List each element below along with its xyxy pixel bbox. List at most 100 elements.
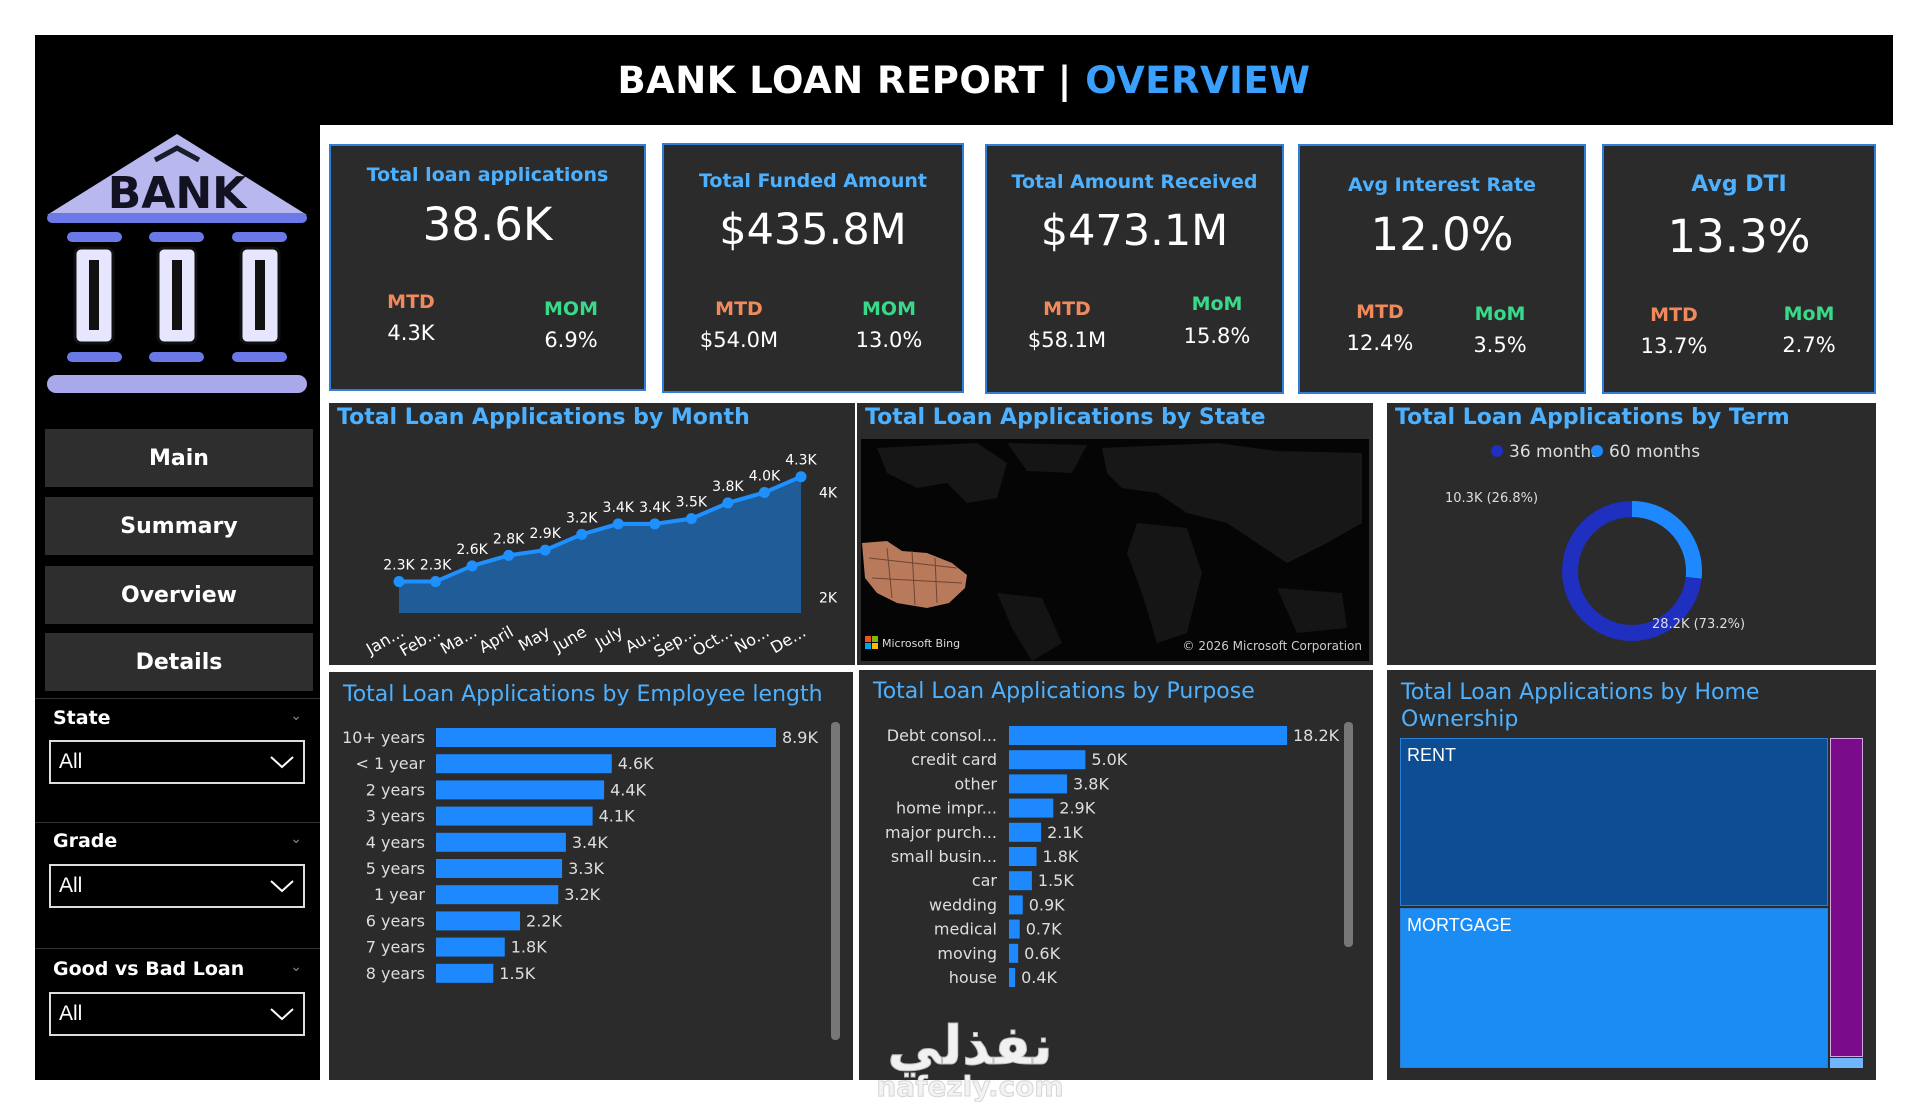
data-label: 1.5K bbox=[1038, 871, 1074, 890]
data-point bbox=[649, 518, 661, 530]
kpi-mtd-value: $58.1M bbox=[1027, 328, 1107, 352]
x-tick-label: June bbox=[549, 622, 590, 656]
bar bbox=[1009, 968, 1016, 987]
grade-dropdown[interactable]: All bbox=[49, 864, 305, 908]
data-label: 4.4K bbox=[610, 780, 646, 799]
category-label: 4 years bbox=[366, 833, 425, 852]
data-label: 4.6K bbox=[618, 754, 654, 773]
data-label: 0.4K bbox=[1021, 968, 1057, 987]
data-label: 1.8K bbox=[1042, 847, 1078, 866]
month-chart-panel: Total Loan Applications by Month 2.3K Jan… bbox=[329, 403, 855, 665]
data-label: 2.6K bbox=[456, 542, 488, 558]
data-label: 4.0K bbox=[749, 468, 781, 484]
home-ownership-title: Total Loan Applications by Home Ownershi… bbox=[1401, 680, 1760, 732]
data-point bbox=[722, 497, 734, 509]
data-label: 3.2K bbox=[566, 510, 598, 526]
category-label: 1 year bbox=[374, 885, 425, 904]
bar bbox=[436, 937, 505, 957]
data-label: 3.5K bbox=[676, 495, 708, 511]
category-label: medical bbox=[934, 920, 997, 939]
bank-icon: BANK bbox=[47, 134, 307, 393]
bar bbox=[1009, 726, 1287, 745]
kpi-value: 12.0% bbox=[1370, 208, 1514, 261]
divider bbox=[35, 822, 320, 823]
kpi-mom-value: 3.5% bbox=[1473, 333, 1527, 357]
scrollbar bbox=[831, 722, 840, 1040]
kpi-title: Total Funded Amount bbox=[699, 170, 927, 192]
category-label: credit card bbox=[911, 750, 997, 769]
data-point bbox=[612, 518, 624, 530]
kpi-title: Total Amount Received bbox=[1011, 171, 1258, 193]
bar bbox=[1009, 943, 1019, 963]
y-tick-label: 4K bbox=[819, 485, 838, 501]
data-label: 0.6K bbox=[1024, 944, 1060, 963]
world-map[interactable]: Microsoft Bing © 2026 Microsoft Corporat… bbox=[857, 403, 1373, 665]
kpi-title: Avg Interest Rate bbox=[1348, 174, 1536, 196]
treemap-tile-own[interactable] bbox=[1830, 738, 1863, 1057]
kpi-mtd-value: 4.3K bbox=[387, 321, 435, 345]
purpose-title: Total Loan Applications by Purpose bbox=[873, 679, 1255, 704]
employee-length-panel: Total Loan Applications by Employee leng… bbox=[329, 672, 853, 1080]
chevron-down-icon bbox=[270, 756, 294, 769]
nav-main-button[interactable]: Main bbox=[45, 429, 313, 487]
x-tick-label: May bbox=[515, 622, 553, 655]
employee-length-bar-chart: 10+ years 8.9K < 1 year 4.6K 2 years 4.4K 3 ye… bbox=[342, 722, 840, 1040]
loan-quality-dropdown-value: All bbox=[59, 1002, 83, 1025]
data-label: 2.9K bbox=[529, 526, 561, 542]
term-donut-chart: 36 months 60 months 10.3K (26.8%) 28.2K (73… bbox=[1445, 442, 1745, 641]
state-dropdown-value: All bbox=[59, 750, 83, 773]
data-label: 2.3K bbox=[420, 558, 452, 574]
data-point bbox=[758, 486, 770, 498]
nav-details-button[interactable]: Details bbox=[45, 633, 313, 691]
treemap-tile-rent[interactable]: RENT bbox=[1400, 738, 1828, 906]
y-tick-label: 2K bbox=[819, 590, 838, 606]
report-header: BANK LOAN REPORT | OVERVIEW bbox=[35, 35, 1893, 125]
scrollbar bbox=[1344, 722, 1353, 947]
area-fill bbox=[399, 476, 801, 613]
kpi-mom-label: MoM bbox=[1783, 303, 1835, 325]
data-point bbox=[539, 544, 551, 556]
x-tick-label: De... bbox=[767, 622, 809, 657]
data-label: 4.3K bbox=[785, 453, 817, 469]
data-point bbox=[503, 549, 515, 561]
chevron-down-icon bbox=[270, 880, 294, 893]
bing-logo-text: Microsoft Bing bbox=[882, 637, 960, 650]
category-label: < 1 year bbox=[356, 754, 426, 773]
treemap-tile-other[interactable] bbox=[1830, 1058, 1863, 1068]
kpi-mtd-value: 13.7% bbox=[1640, 334, 1708, 358]
kpi-mom-value: 15.8% bbox=[1183, 324, 1251, 348]
month-chart-title: Total Loan Applications by Month bbox=[337, 405, 750, 430]
kpi-mtd-label: MTD bbox=[1650, 304, 1698, 326]
nav-summary-button[interactable]: Summary bbox=[45, 497, 313, 555]
term-chart-title: Total Loan Applications by Term bbox=[1395, 405, 1790, 430]
nav-overview-button[interactable]: Overview bbox=[45, 566, 313, 624]
loan-quality-slicer-label: Good vs Bad Loan bbox=[53, 958, 245, 980]
bar bbox=[436, 780, 605, 800]
grade-collapse-chevron-icon[interactable]: ⌄ bbox=[290, 830, 302, 846]
category-label: major purch... bbox=[885, 823, 997, 842]
kpi-value: 38.6K bbox=[422, 198, 553, 251]
kpi-value: $473.1M bbox=[1040, 206, 1229, 256]
loan-quality-dropdown[interactable]: All bbox=[49, 992, 305, 1036]
grade-slicer-label: Grade bbox=[53, 830, 118, 852]
loan-quality-collapse-chevron-icon[interactable]: ⌄ bbox=[290, 958, 302, 974]
bar bbox=[436, 963, 494, 983]
data-point bbox=[393, 576, 405, 588]
category-label: 7 years bbox=[366, 938, 425, 957]
data-point bbox=[795, 471, 807, 483]
data-label: 4.1K bbox=[599, 807, 635, 826]
slice-label: 28.2K (73.2%) bbox=[1652, 617, 1745, 632]
state-collapse-chevron-icon[interactable]: ⌄ bbox=[290, 707, 302, 723]
map-copyright: © 2026 Microsoft Corporation bbox=[1183, 639, 1362, 653]
bar bbox=[1009, 750, 1086, 770]
data-label: 18.2K bbox=[1293, 726, 1340, 745]
kpi-mom-value: 6.9% bbox=[544, 328, 598, 352]
treemap-tile-mortgage[interactable]: MORTGAGE bbox=[1400, 908, 1828, 1068]
state-map-title: Total Loan Applications by State bbox=[865, 405, 1266, 430]
state-dropdown[interactable]: All bbox=[49, 740, 305, 784]
bar bbox=[1009, 798, 1054, 818]
kpi-card-avg-interest-rate: Avg Interest Rate 12.0% MTD 12.4% MoM 3.… bbox=[1298, 144, 1586, 394]
bar bbox=[1009, 822, 1042, 842]
legend-swatch bbox=[1491, 445, 1503, 457]
bar bbox=[1009, 919, 1020, 939]
